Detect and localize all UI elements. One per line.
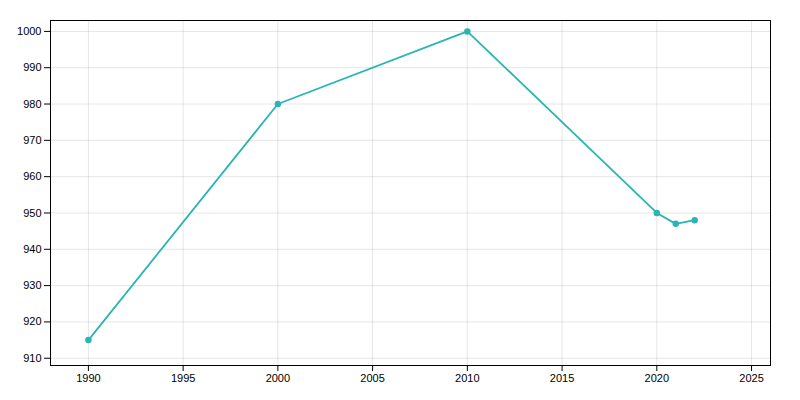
svg-text:1990: 1990 bbox=[76, 372, 100, 384]
svg-text:960: 960 bbox=[23, 170, 41, 182]
svg-text:940: 940 bbox=[23, 243, 41, 255]
svg-text:980: 980 bbox=[23, 98, 41, 110]
svg-text:2010: 2010 bbox=[455, 372, 479, 384]
svg-text:990: 990 bbox=[23, 61, 41, 73]
svg-text:950: 950 bbox=[23, 206, 41, 218]
svg-text:1000: 1000 bbox=[17, 25, 41, 37]
svg-text:970: 970 bbox=[23, 134, 41, 146]
svg-text:2005: 2005 bbox=[360, 372, 384, 384]
svg-text:2015: 2015 bbox=[550, 372, 574, 384]
svg-text:2025: 2025 bbox=[739, 372, 763, 384]
svg-text:910: 910 bbox=[23, 352, 41, 364]
svg-text:2000: 2000 bbox=[266, 372, 290, 384]
svg-text:930: 930 bbox=[23, 279, 41, 291]
svg-text:1995: 1995 bbox=[171, 372, 195, 384]
svg-text:2020: 2020 bbox=[645, 372, 669, 384]
svg-text:920: 920 bbox=[23, 315, 41, 327]
